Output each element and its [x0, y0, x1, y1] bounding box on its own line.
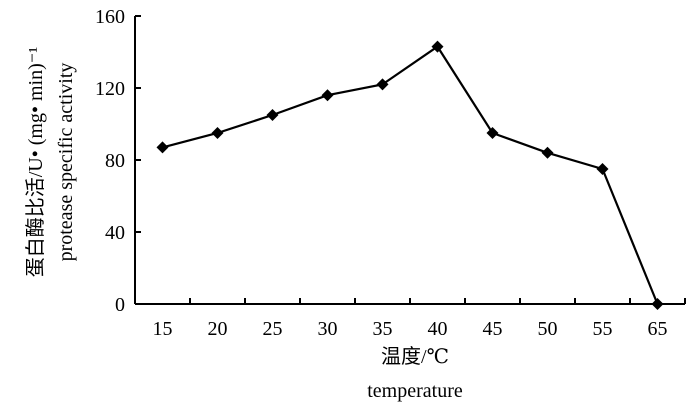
y-tick-label: 120 — [95, 78, 125, 100]
data-point — [651, 298, 664, 310]
x-axis-title-en: temperature — [367, 380, 463, 402]
data-point — [211, 127, 224, 139]
x-axis: 15 20 25 30 35 40 45 50 55 65 — [134, 298, 686, 340]
y-axis-title: 蛋白酶比活/U• (mg• min)⁻¹ — [24, 47, 47, 278]
x-tick-label: 35 — [373, 318, 393, 340]
x-tick-label: 30 — [318, 318, 338, 340]
y-tick-label: 160 — [95, 6, 125, 28]
data-point — [321, 89, 334, 102]
x-tick-label: 40 — [428, 318, 448, 340]
x-tick-label: 45 — [483, 318, 503, 340]
data-point — [541, 146, 554, 159]
data-point — [266, 109, 279, 121]
data-point — [376, 78, 389, 91]
y-tick-label: 0 — [115, 294, 125, 316]
data-point — [596, 163, 609, 175]
series-line — [162, 45, 659, 305]
x-tick-label: 25 — [263, 318, 283, 340]
data-point — [486, 127, 499, 139]
x-tick-label: 50 — [538, 318, 558, 340]
x-tick-label: 55 — [593, 318, 613, 340]
x-tick-label: 15 — [153, 318, 173, 340]
x-axis-title: 温度/℃ — [381, 345, 449, 368]
y-axis: 0 40 80 120 160 — [95, 6, 141, 316]
x-tick-label: 65 — [648, 318, 668, 340]
data-point — [431, 40, 444, 53]
series — [156, 40, 664, 310]
y-axis-title-en: protease specific activity — [55, 63, 77, 262]
data-point — [156, 141, 169, 154]
y-tick-label: 40 — [105, 222, 125, 244]
x-tick-label: 20 — [208, 318, 228, 340]
y-tick-label: 80 — [105, 150, 125, 172]
